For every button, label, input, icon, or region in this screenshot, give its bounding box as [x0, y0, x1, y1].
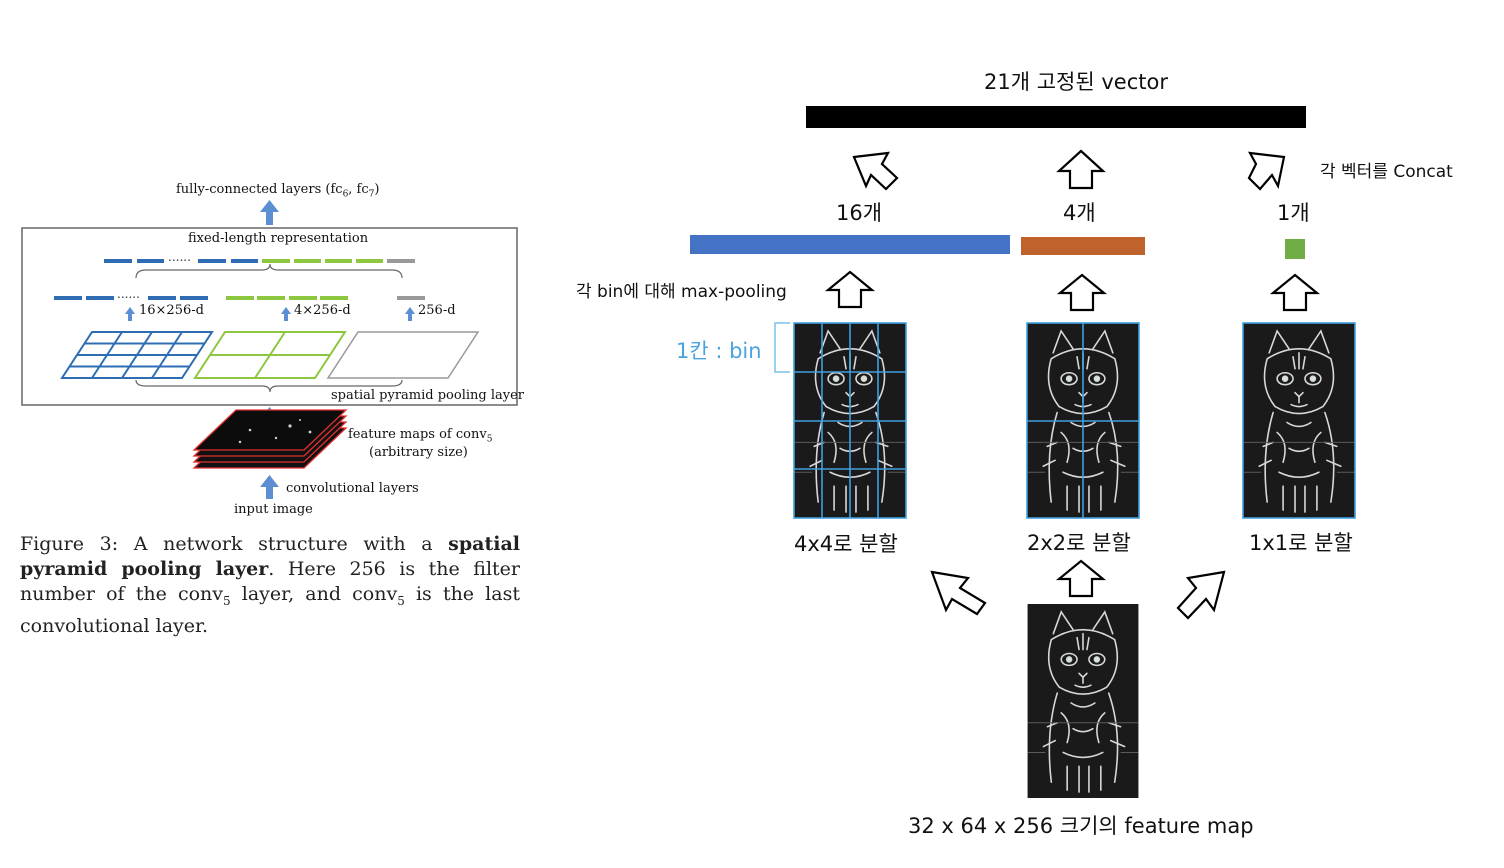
fc-layers-label: fully-connected layers (fc6, fc7) — [176, 182, 380, 200]
cat-panel-2x2 — [1026, 322, 1140, 519]
dim-16-label: 16×256-d — [139, 303, 204, 318]
bar-1 — [1285, 239, 1305, 259]
bottom-brace — [135, 379, 403, 393]
maxpool-arrow-icon — [824, 270, 1321, 312]
fc-arrow-icon — [260, 200, 279, 225]
spp-layer-label: spatial pyramid pooling layer — [331, 388, 525, 403]
cat-panel-1x1 — [1242, 322, 1356, 519]
figure-caption: Figure 3: A network structure with a spa… — [20, 533, 520, 637]
grid-2x2 — [193, 331, 347, 379]
arbitrary-size-label: (arbitrary size) — [369, 445, 468, 460]
dim-1-label: 256-d — [418, 303, 456, 318]
fixed-vector-bar — [806, 106, 1306, 128]
count-1-label: 1개 — [1277, 201, 1310, 225]
vector-title: 21개 고정된 vector — [984, 70, 1168, 94]
cat-panel-4x4 — [793, 322, 907, 519]
count-16-label: 16개 — [836, 201, 883, 225]
concat-arrow-icon — [852, 149, 1286, 191]
grid-4x4 — [60, 331, 214, 379]
dim-4-label: 4×256-d — [294, 303, 351, 318]
feature-map-label: 32 x 64 x 256 크기의 feature map — [908, 814, 1254, 838]
top-brace — [135, 263, 403, 279]
input-image-label: input image — [234, 502, 313, 517]
dots-top: ...... — [168, 250, 191, 264]
split-2x2-label: 2x2로 분할 — [1027, 531, 1131, 555]
conv-layers-label: convolutional layers — [286, 481, 419, 496]
bin-label: 1칸 : bin — [676, 339, 762, 363]
count-4-label: 4개 — [1063, 201, 1096, 225]
feature-maps-stack — [192, 409, 348, 469]
split-arrow-icon — [930, 559, 1226, 620]
bar-16 — [690, 235, 1010, 254]
bin-bracket — [774, 322, 790, 373]
feature-maps-label: feature maps of conv5 — [348, 427, 493, 445]
concat-label: 각 벡터를 Concat — [1320, 162, 1453, 182]
maxpool-label: 각 bin에 대해 max-pooling — [576, 282, 787, 302]
grid-1x1 — [326, 331, 480, 379]
bar-4 — [1021, 237, 1145, 255]
spp-frame — [21, 227, 518, 406]
dots-bottom: ...... — [117, 287, 140, 301]
split-1x1-label: 1x1로 분할 — [1249, 531, 1353, 555]
small-up-arrow-icon — [125, 307, 415, 321]
conv-up-arrow-icon — [260, 475, 279, 499]
fixed-length-label: fixed-length representation — [188, 231, 369, 246]
split-4x4-label: 4x4로 분할 — [794, 532, 898, 556]
cat-feature-map — [1027, 604, 1139, 798]
